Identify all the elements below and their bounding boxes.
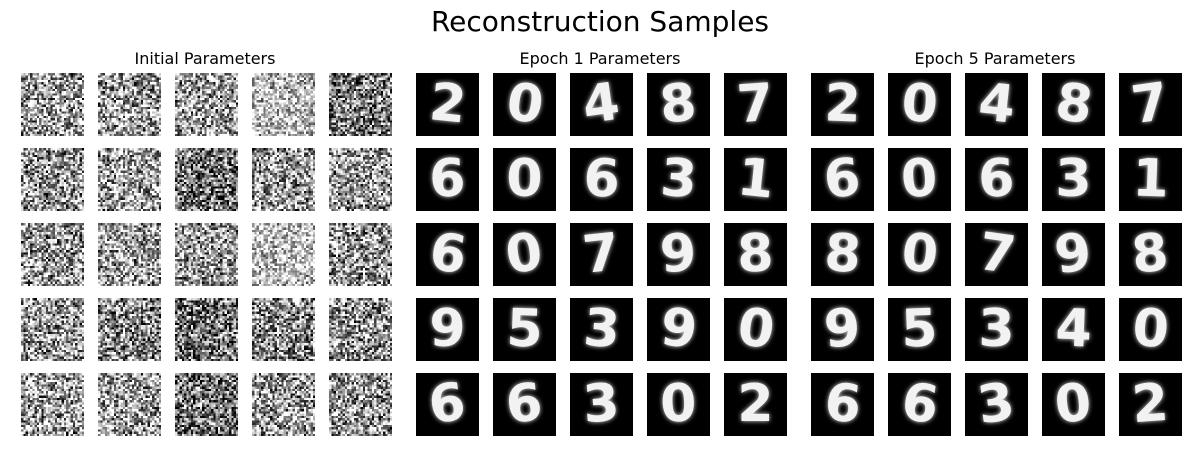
digit-sample-image <box>416 223 479 286</box>
noise-sample-image <box>175 223 238 286</box>
noise-sample-image <box>21 298 84 361</box>
digit-sample-image <box>965 298 1028 361</box>
digit-sample-image <box>1042 373 1105 436</box>
noise-sample-image <box>21 73 84 136</box>
panel-title-epoch-5: Epoch 5 Parameters <box>914 49 1076 68</box>
digit-sample-image <box>965 73 1028 136</box>
panel-title-epoch-1: Epoch 1 Parameters <box>519 49 681 68</box>
digit-sample-image <box>1042 73 1105 136</box>
digit-sample-image <box>493 148 556 211</box>
digit-sample-image <box>888 223 951 286</box>
digit-sample-image <box>1042 148 1105 211</box>
digit-sample-image <box>493 223 556 286</box>
digit-sample-image <box>811 298 874 361</box>
digit-sample-image <box>1042 223 1105 286</box>
digit-sample-image <box>965 148 1028 211</box>
digit-sample-image <box>811 148 874 211</box>
noise-sample-image <box>175 373 238 436</box>
digit-sample-image <box>647 148 710 211</box>
noise-sample-image <box>329 148 392 211</box>
digit-sample-image <box>647 73 710 136</box>
panel-title-initial: Initial Parameters <box>134 49 276 68</box>
digit-sample-image <box>1119 373 1182 436</box>
digit-sample-image <box>416 148 479 211</box>
digit-sample-image <box>570 373 633 436</box>
digit-sample-image <box>1119 148 1182 211</box>
noise-sample-image <box>329 373 392 436</box>
digit-sample-image <box>888 298 951 361</box>
digit-sample-image <box>493 298 556 361</box>
noise-sample-image <box>175 298 238 361</box>
noise-sample-image <box>252 373 315 436</box>
noise-sample-image <box>252 298 315 361</box>
noise-sample-image <box>252 148 315 211</box>
noise-sample-image <box>98 223 161 286</box>
digit-sample-image <box>811 223 874 286</box>
digit-sample-image <box>647 373 710 436</box>
noise-sample-image <box>329 73 392 136</box>
digit-sample-image <box>965 373 1028 436</box>
digit-sample-image <box>416 73 479 136</box>
digit-sample-image <box>724 373 787 436</box>
noise-sample-image <box>252 223 315 286</box>
digit-sample-image <box>1119 298 1182 361</box>
digit-sample-image <box>570 148 633 211</box>
digit-sample-image <box>888 73 951 136</box>
noise-sample-image <box>98 148 161 211</box>
digit-sample-image <box>570 73 633 136</box>
digit-sample-image <box>1042 298 1105 361</box>
digit-sample-image <box>647 223 710 286</box>
noise-sample-image <box>21 373 84 436</box>
noise-sample-image <box>98 73 161 136</box>
digit-sample-image <box>647 298 710 361</box>
digit-sample-image <box>570 298 633 361</box>
digit-sample-image <box>493 73 556 136</box>
digit-sample-image <box>1119 223 1182 286</box>
noise-sample-image <box>21 148 84 211</box>
digit-sample-image <box>724 148 787 211</box>
digit-sample-image <box>888 148 951 211</box>
digit-sample-image <box>811 73 874 136</box>
digit-sample-image <box>724 298 787 361</box>
noise-sample-image <box>98 373 161 436</box>
noise-sample-image <box>329 223 392 286</box>
noise-sample-image <box>21 223 84 286</box>
noise-sample-image <box>329 298 392 361</box>
digit-sample-image <box>1119 73 1182 136</box>
digit-sample-image <box>811 373 874 436</box>
digit-sample-image <box>416 373 479 436</box>
digit-sample-image <box>493 373 556 436</box>
digit-sample-image <box>416 298 479 361</box>
noise-sample-image <box>98 298 161 361</box>
digit-sample-image <box>570 223 633 286</box>
digit-sample-image <box>724 73 787 136</box>
digit-sample-image <box>888 373 951 436</box>
noise-sample-image <box>175 148 238 211</box>
digit-sample-image <box>965 223 1028 286</box>
noise-sample-image <box>175 73 238 136</box>
digit-sample-image <box>724 223 787 286</box>
noise-sample-image <box>252 73 315 136</box>
figure-title: Reconstruction Samples <box>430 5 770 38</box>
